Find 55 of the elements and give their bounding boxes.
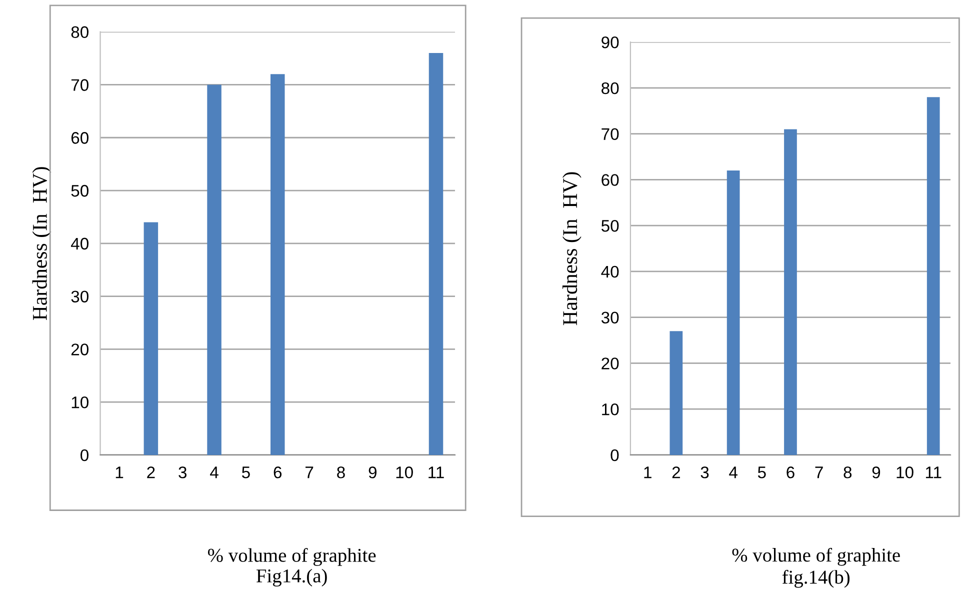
y-tick-label: 30	[71, 290, 88, 302]
y-axis-title: Hardness (In HV)	[562, 172, 582, 326]
x-tick-label: 11	[926, 466, 942, 478]
y-tick-label: 30	[601, 312, 619, 324]
x-tick-label: 6	[274, 466, 282, 478]
y-tick-label: 0	[610, 449, 619, 462]
caption: Fig14.(a)	[256, 568, 327, 586]
x-tick-label: 4	[210, 466, 218, 478]
y-tick-label: 50	[71, 184, 88, 197]
x-tick-label: 9	[368, 466, 376, 478]
y-tick-label: 50	[601, 220, 619, 232]
bar	[270, 74, 285, 455]
y-tick-label: 90	[602, 36, 619, 48]
y-axis-title: Hardness (In HV)	[32, 167, 52, 320]
y-tick-label: 60	[602, 174, 619, 186]
y-tick-label: 0	[80, 449, 88, 462]
x-tick-label: 2	[147, 466, 155, 478]
x-tick-label: 10	[396, 466, 413, 478]
bar	[926, 97, 940, 455]
x-tick-label: 6	[786, 466, 794, 478]
bar	[428, 53, 444, 455]
x-tick-label: 7	[306, 466, 314, 478]
y-tick-label: 80	[71, 26, 88, 38]
bar	[670, 331, 683, 455]
y-tick-label: 80	[602, 82, 619, 94]
x-tick-label: 11	[428, 466, 444, 478]
x-axis-title: % volume of graphite	[208, 548, 376, 566]
y-tick-label: 20	[602, 358, 619, 370]
x-axis-title: % volume of graphite	[732, 548, 900, 566]
caption: fig.14(b)	[782, 570, 850, 588]
y-tick-label: 40	[601, 266, 619, 278]
y-tick-label: 60	[71, 132, 88, 144]
x-tick-label: 9	[872, 466, 880, 478]
x-tick-label: 1	[116, 466, 124, 478]
x-tick-label: 7	[815, 466, 823, 478]
x-tick-label: 5	[758, 466, 766, 478]
y-tick-label: 70	[71, 79, 88, 91]
x-tick-label: 8	[337, 466, 345, 478]
x-tick-label: 8	[844, 466, 852, 478]
y-tick-label: 10	[72, 396, 88, 408]
x-tick-label: 1	[644, 466, 652, 478]
bar	[144, 222, 158, 455]
x-tick-label: 2	[672, 466, 680, 478]
y-tick-label: 40	[70, 238, 88, 250]
bar	[784, 129, 797, 455]
y-tick-label: 20	[71, 344, 88, 356]
bar	[207, 84, 222, 455]
x-tick-label: 5	[242, 466, 250, 478]
x-tick-label: 3	[178, 466, 187, 478]
x-tick-label: 4	[729, 466, 738, 478]
x-tick-label: 10	[896, 466, 914, 478]
bar	[726, 170, 740, 455]
x-tick-label: 3	[700, 466, 709, 478]
y-tick-label: 70	[602, 128, 619, 140]
y-tick-label: 10	[602, 403, 619, 416]
